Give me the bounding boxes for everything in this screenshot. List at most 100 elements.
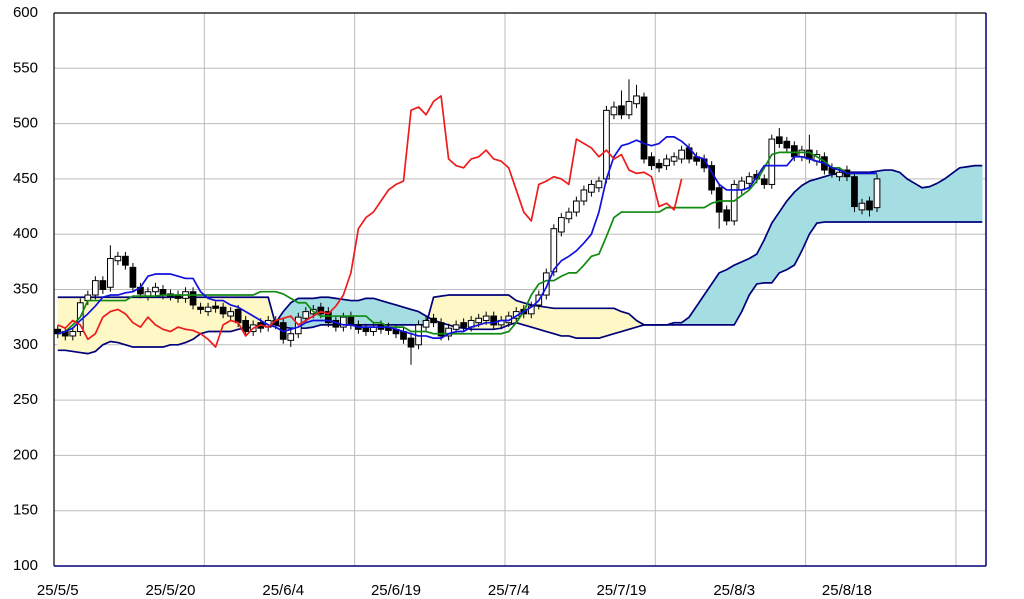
candle-body <box>212 305 219 309</box>
y-tick-label: 350 <box>13 280 38 297</box>
cloud-segment <box>546 306 555 335</box>
cloud-segment <box>358 297 367 326</box>
candle-body <box>347 315 355 326</box>
candle-body <box>422 319 430 328</box>
candle-body <box>542 272 550 296</box>
candle-body <box>618 105 625 116</box>
candle-body <box>107 258 114 288</box>
cloud-segment <box>110 296 119 343</box>
candle-body <box>324 311 332 324</box>
candle-body <box>234 308 242 324</box>
kijun-line <box>57 151 878 335</box>
candle-body <box>715 187 723 213</box>
candle-body <box>475 317 483 324</box>
candle-body <box>851 176 858 208</box>
cloud-segment <box>966 165 976 223</box>
cloud-segment <box>718 269 727 326</box>
candle-body <box>580 189 588 202</box>
cloud-segment <box>102 296 111 346</box>
candle-body <box>122 255 129 266</box>
cloud-segment <box>576 308 585 339</box>
cloud-segment <box>177 296 186 346</box>
cloud-segment <box>162 296 171 348</box>
chikou-line <box>57 95 683 348</box>
candle-body <box>610 106 618 116</box>
candle-body <box>588 183 595 193</box>
candle-body <box>790 145 798 158</box>
candle-body <box>640 96 648 160</box>
cloud-segment <box>613 307 622 335</box>
candle-body <box>490 315 498 326</box>
cloud-segment <box>951 167 960 223</box>
candle-body <box>670 156 678 162</box>
x-tick-label: 25/7/4 <box>488 582 530 599</box>
y-tick-label: 450 <box>13 170 38 187</box>
candle-body <box>152 286 159 293</box>
cloud-segment <box>944 172 953 223</box>
cloud-segment <box>538 305 547 332</box>
candle-body <box>573 200 580 213</box>
candle-body <box>242 319 250 333</box>
cloud-segment <box>884 169 893 223</box>
cloud-segment <box>936 178 945 223</box>
cloud-segment <box>568 308 577 339</box>
candle-body <box>99 280 107 291</box>
candle-body <box>204 306 212 313</box>
candle-body <box>858 202 866 211</box>
cloud-segment <box>583 308 592 339</box>
x-tick-label: 25/6/19 <box>371 582 421 599</box>
cloud-segment <box>553 308 562 337</box>
candle-body <box>655 162 663 169</box>
candle-body <box>437 322 445 337</box>
candle-body <box>768 138 776 185</box>
cloud-segment <box>921 186 930 223</box>
candle-body <box>302 311 310 319</box>
y-tick-label: 200 <box>13 446 38 463</box>
candle-body <box>836 171 843 178</box>
candle-body <box>340 316 347 328</box>
cloud-segment <box>207 296 216 332</box>
y-tick-label: 550 <box>13 59 38 76</box>
candle-body <box>723 209 731 222</box>
x-tick-label: 25/6/4 <box>262 582 304 599</box>
candle-body <box>678 149 685 160</box>
candle-body <box>866 200 873 211</box>
candle-body <box>227 311 234 317</box>
candle-body <box>407 337 415 348</box>
candle-body <box>317 306 325 315</box>
candle-body <box>783 140 791 149</box>
cloud-segment <box>839 171 848 223</box>
cloud-segment <box>448 294 457 328</box>
cloud-segment <box>891 169 900 223</box>
x-tick-label: 25/5/20 <box>145 582 195 599</box>
candle-body <box>775 136 783 145</box>
cloud-segment <box>824 174 833 223</box>
candle-body <box>633 95 640 105</box>
cloud-segment <box>899 171 908 223</box>
cloud-segment <box>561 308 570 337</box>
candle-body <box>595 180 603 189</box>
cloud-segment <box>974 165 983 223</box>
x-tick-label: 25/8/3 <box>713 582 755 599</box>
candle-body <box>557 217 565 233</box>
cloud-segment <box>388 302 397 326</box>
candle-body <box>54 328 62 335</box>
cloud-segment <box>906 178 915 223</box>
candle-body <box>603 109 610 180</box>
candle-body <box>287 333 295 341</box>
candle-body <box>625 100 633 116</box>
y-tick-label: 100 <box>13 557 38 574</box>
candle-body <box>873 178 881 209</box>
candle-body <box>452 324 460 330</box>
cloud-segment <box>733 261 743 327</box>
cloud-segment <box>132 296 141 348</box>
cloud-segment <box>373 297 382 326</box>
cloud-segment <box>117 296 126 346</box>
cloud-segment <box>914 182 923 223</box>
candle-body <box>460 322 467 328</box>
candle-body <box>798 149 806 158</box>
cloud-segment <box>726 264 735 326</box>
candle-body <box>197 306 204 310</box>
candle-body <box>550 228 558 273</box>
tenkan-line <box>57 136 878 340</box>
